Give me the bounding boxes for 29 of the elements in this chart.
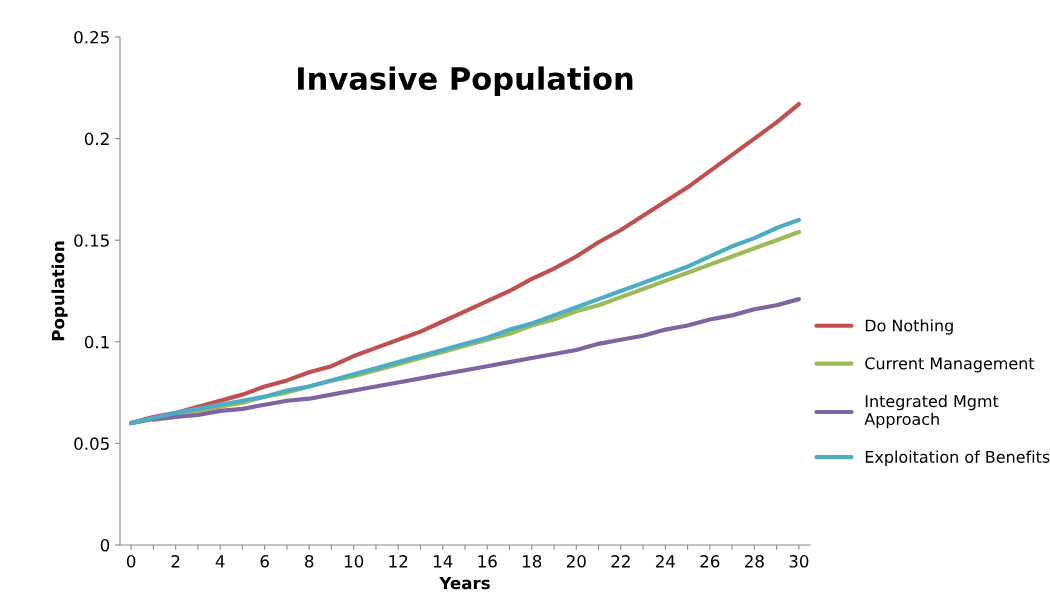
x-tick-label: 26 [700, 555, 720, 568]
y-tick-label: 0.1 [84, 335, 109, 349]
text: Invasive Population [298, 66, 633, 96]
legend-label: Current Management [865, 357, 1035, 373]
x-tick-label: 16 [478, 555, 497, 568]
x-tick-label: 2 [171, 555, 180, 568]
x-tick-label: 4 [215, 555, 225, 568]
x-tick-label: 24 [655, 555, 675, 568]
x-tick-label: 30 [789, 555, 809, 568]
legend-label: Exploitation of Benefits [865, 450, 1050, 466]
y-tick-label: 0.05 [74, 437, 109, 450]
y-axis-title: Population [51, 241, 68, 341]
x-tick-label: 6 [260, 555, 269, 568]
x-tick-label: 18 [523, 555, 542, 568]
x-tick-label: 22 [611, 555, 630, 568]
x-tick-label: 20 [566, 555, 586, 568]
x-tick-label: 12 [389, 555, 408, 568]
legend-label: Integrated Mgmt Approach [864, 394, 999, 429]
x-tick-label: 8 [305, 555, 314, 568]
y-tick-label: 0 [100, 538, 110, 552]
y-tick-label: 0.2 [84, 132, 109, 146]
y-tick-label: 0.25 [74, 30, 109, 44]
x-axis-title: Years [439, 576, 490, 590]
x-tick-label: 10 [344, 555, 364, 568]
legend-label: Do Nothing [865, 319, 953, 335]
x-tick-label: 0 [126, 555, 136, 568]
y-tick-label: 0.15 [74, 234, 109, 247]
x-tick-label: 28 [744, 555, 764, 568]
x-tick-label: 14 [433, 555, 453, 568]
